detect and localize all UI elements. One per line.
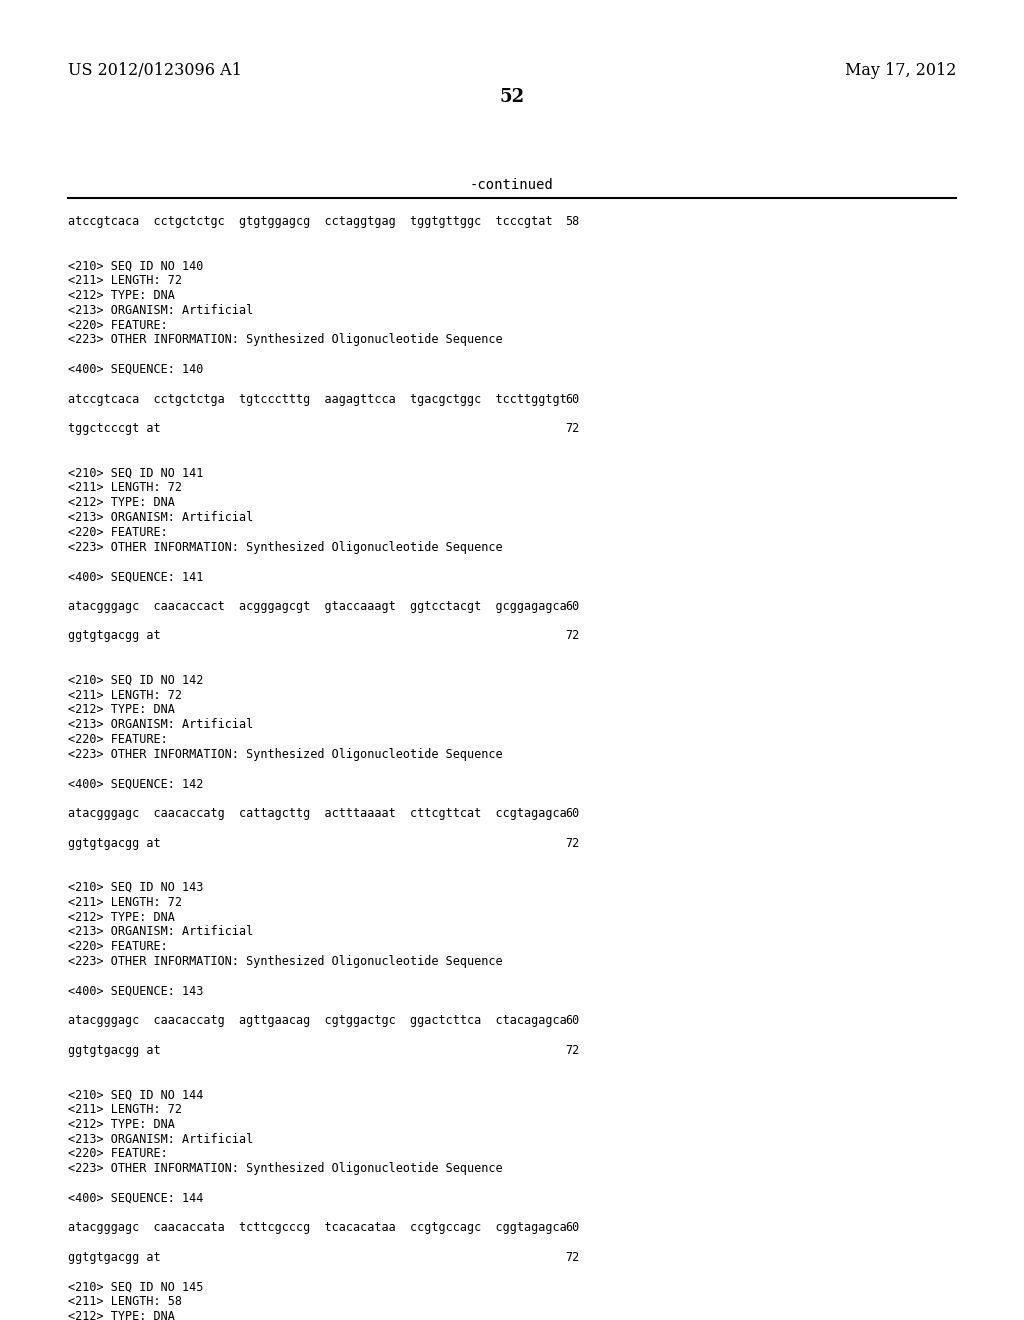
Text: tggctcccgt at: tggctcccgt at bbox=[68, 422, 161, 436]
Text: <212> TYPE: DNA: <212> TYPE: DNA bbox=[68, 1311, 175, 1320]
Text: <212> TYPE: DNA: <212> TYPE: DNA bbox=[68, 289, 175, 302]
Text: <212> TYPE: DNA: <212> TYPE: DNA bbox=[68, 911, 175, 924]
Text: <213> ORGANISM: Artificial: <213> ORGANISM: Artificial bbox=[68, 925, 253, 939]
Text: <211> LENGTH: 72: <211> LENGTH: 72 bbox=[68, 482, 182, 495]
Text: atacgggagc  caacaccact  acgggagcgt  gtaccaaagt  ggtcctacgt  gcggagagca: atacgggagc caacaccact acgggagcgt gtaccaa… bbox=[68, 599, 566, 612]
Text: 60: 60 bbox=[565, 392, 580, 405]
Text: <220> FEATURE:: <220> FEATURE: bbox=[68, 318, 168, 331]
Text: <210> SEQ ID NO 143: <210> SEQ ID NO 143 bbox=[68, 880, 204, 894]
Text: <400> SEQUENCE: 142: <400> SEQUENCE: 142 bbox=[68, 777, 204, 791]
Text: US 2012/0123096 A1: US 2012/0123096 A1 bbox=[68, 62, 242, 79]
Text: <210> SEQ ID NO 145: <210> SEQ ID NO 145 bbox=[68, 1280, 204, 1294]
Text: ggtgtgacgg at: ggtgtgacgg at bbox=[68, 1251, 161, 1265]
Text: <213> ORGANISM: Artificial: <213> ORGANISM: Artificial bbox=[68, 718, 253, 731]
Text: 58: 58 bbox=[565, 215, 580, 228]
Text: 72: 72 bbox=[565, 837, 580, 850]
Text: <400> SEQUENCE: 144: <400> SEQUENCE: 144 bbox=[68, 1192, 204, 1205]
Text: 60: 60 bbox=[565, 599, 580, 612]
Text: <400> SEQUENCE: 140: <400> SEQUENCE: 140 bbox=[68, 363, 204, 376]
Text: ggtgtgacgg at: ggtgtgacgg at bbox=[68, 1044, 161, 1057]
Text: <212> TYPE: DNA: <212> TYPE: DNA bbox=[68, 496, 175, 510]
Text: atccgtcaca  cctgctctgc  gtgtggagcg  cctaggtgag  tggtgttggc  tcccgtat: atccgtcaca cctgctctgc gtgtggagcg cctaggt… bbox=[68, 215, 553, 228]
Text: <220> FEATURE:: <220> FEATURE: bbox=[68, 1147, 168, 1160]
Text: <220> FEATURE:: <220> FEATURE: bbox=[68, 525, 168, 539]
Text: <212> TYPE: DNA: <212> TYPE: DNA bbox=[68, 1118, 175, 1131]
Text: <400> SEQUENCE: 141: <400> SEQUENCE: 141 bbox=[68, 570, 204, 583]
Text: <223> OTHER INFORMATION: Synthesized Oligonucleotide Sequence: <223> OTHER INFORMATION: Synthesized Oli… bbox=[68, 748, 503, 760]
Text: 60: 60 bbox=[565, 1221, 580, 1234]
Text: <211> LENGTH: 72: <211> LENGTH: 72 bbox=[68, 275, 182, 288]
Text: <210> SEQ ID NO 142: <210> SEQ ID NO 142 bbox=[68, 673, 204, 686]
Text: <210> SEQ ID NO 141: <210> SEQ ID NO 141 bbox=[68, 466, 204, 479]
Text: <213> ORGANISM: Artificial: <213> ORGANISM: Artificial bbox=[68, 511, 253, 524]
Text: 72: 72 bbox=[565, 630, 580, 643]
Text: -continued: -continued bbox=[470, 178, 554, 191]
Text: <212> TYPE: DNA: <212> TYPE: DNA bbox=[68, 704, 175, 717]
Text: 52: 52 bbox=[500, 88, 524, 106]
Text: 72: 72 bbox=[565, 422, 580, 436]
Text: atccgtcaca  cctgctctga  tgtccctttg  aagagttcca  tgacgctggc  tccttggtgt: atccgtcaca cctgctctga tgtccctttg aagagtt… bbox=[68, 392, 566, 405]
Text: <223> OTHER INFORMATION: Synthesized Oligonucleotide Sequence: <223> OTHER INFORMATION: Synthesized Oli… bbox=[68, 334, 503, 346]
Text: <211> LENGTH: 72: <211> LENGTH: 72 bbox=[68, 896, 182, 908]
Text: <210> SEQ ID NO 140: <210> SEQ ID NO 140 bbox=[68, 260, 204, 272]
Text: <211> LENGTH: 58: <211> LENGTH: 58 bbox=[68, 1295, 182, 1308]
Text: <220> FEATURE:: <220> FEATURE: bbox=[68, 733, 168, 746]
Text: <213> ORGANISM: Artificial: <213> ORGANISM: Artificial bbox=[68, 1133, 253, 1146]
Text: atacgggagc  caacaccatg  agttgaacag  cgtggactgc  ggactcttca  ctacagagca: atacgggagc caacaccatg agttgaacag cgtggac… bbox=[68, 1014, 566, 1027]
Text: May 17, 2012: May 17, 2012 bbox=[845, 62, 956, 79]
Text: atacgggagc  caacaccata  tcttcgcccg  tcacacataa  ccgtgccagc  cggtagagca: atacgggagc caacaccata tcttcgcccg tcacaca… bbox=[68, 1221, 566, 1234]
Text: <213> ORGANISM: Artificial: <213> ORGANISM: Artificial bbox=[68, 304, 253, 317]
Text: <211> LENGTH: 72: <211> LENGTH: 72 bbox=[68, 1104, 182, 1115]
Text: ggtgtgacgg at: ggtgtgacgg at bbox=[68, 837, 161, 850]
Text: 60: 60 bbox=[565, 807, 580, 820]
Text: ggtgtgacgg at: ggtgtgacgg at bbox=[68, 630, 161, 643]
Text: <210> SEQ ID NO 144: <210> SEQ ID NO 144 bbox=[68, 1088, 204, 1101]
Text: <211> LENGTH: 72: <211> LENGTH: 72 bbox=[68, 689, 182, 702]
Text: 72: 72 bbox=[565, 1044, 580, 1057]
Text: <400> SEQUENCE: 143: <400> SEQUENCE: 143 bbox=[68, 985, 204, 998]
Text: <223> OTHER INFORMATION: Synthesized Oligonucleotide Sequence: <223> OTHER INFORMATION: Synthesized Oli… bbox=[68, 1162, 503, 1175]
Text: 60: 60 bbox=[565, 1014, 580, 1027]
Text: <223> OTHER INFORMATION: Synthesized Oligonucleotide Sequence: <223> OTHER INFORMATION: Synthesized Oli… bbox=[68, 954, 503, 968]
Text: 72: 72 bbox=[565, 1251, 580, 1265]
Text: <223> OTHER INFORMATION: Synthesized Oligonucleotide Sequence: <223> OTHER INFORMATION: Synthesized Oli… bbox=[68, 541, 503, 553]
Text: <220> FEATURE:: <220> FEATURE: bbox=[68, 940, 168, 953]
Text: atacgggagc  caacaccatg  cattagcttg  actttaaaat  cttcgttcat  ccgtagagca: atacgggagc caacaccatg cattagcttg actttaa… bbox=[68, 807, 566, 820]
